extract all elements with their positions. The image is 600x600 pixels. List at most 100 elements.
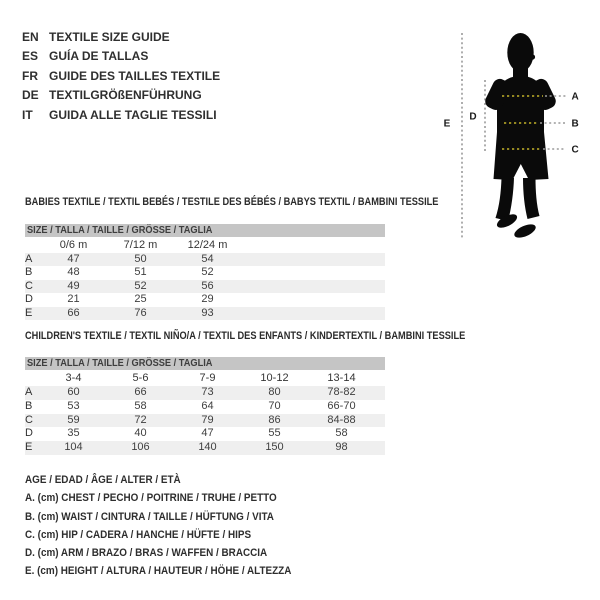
table-cell: 52 [134,279,147,292]
legend-age-line: AGE / EDAD / ÂGE / ALTER / ETÀ [25,474,181,486]
table-row: E 104 106 140 150 98 [25,441,385,455]
legend-arm-line: D. (cm) ARM / BRAZO / BRAS / WAFFEN / BR… [25,547,268,560]
child-silhouette [485,33,556,238]
table-cell: 66 [134,386,147,398]
children-size-table: SIZE / TALLA / TAILLE / GRÖSSE / TAGLIA … [25,357,385,455]
table-cell: 56 [201,279,214,292]
chest-label: A [572,92,579,103]
table-cell: 80 [268,386,281,398]
table-row: B 53 58 64 70 66-70 [25,400,385,414]
table-cell: 55 [268,427,281,440]
babies-size-table: SIZE / TALLA / TAILLE / GRÖSSE / TAGLIA … [25,224,385,320]
table-cell: 52 [201,266,214,279]
column-header: 12/24 m [187,239,228,251]
arm-label: D [469,112,476,123]
table-cell: 58 [134,399,147,412]
table-cell: 51 [134,266,147,279]
legend-hip-line: C. (cm) HIP / CADERA / HANCHE / HÜFTE / … [25,528,252,541]
table-cell: 60 [67,386,80,398]
table-cell: 49 [67,279,80,292]
height-label: E [444,119,451,130]
row-label: C [25,413,33,426]
column-header-row: 3-4 5-6 7-9 10-12 13-14 [25,370,385,386]
legend-height-line: E. (cm) HEIGHT / ALTURA / HAUTEUR / HÖHE… [25,565,292,578]
row-label-spacer [25,370,40,386]
table-cell: 66 [67,306,80,319]
table-cell: 150 [265,441,284,454]
table-row: C 59 72 79 86 84-88 [25,413,385,428]
lang-code: ES [22,49,39,64]
row-label: B [25,399,33,412]
row-label: C [25,279,33,292]
lang-row-de: DE TEXTILGRÖßENFÜHRUNG [22,86,220,105]
row-label: A [25,386,33,398]
table-row: B 48 51 52 [25,266,385,279]
lang-code: FR [22,68,38,83]
lang-row-fr: FR GUIDE DES TAILLES TEXTILE [22,67,220,86]
measurement-diagram: A B C D E [435,15,595,245]
column-header: 3-4 [65,372,82,384]
column-header: 0/6 m [59,239,88,251]
lang-label: TEXTILGRÖßENFÜHRUNG [49,88,202,103]
table-cell: 40 [134,427,147,440]
row-label: E [25,306,33,319]
table-row: C 49 52 56 [25,279,385,294]
lang-label: GUIDA ALLE TAGLIE TESSILI [49,107,217,122]
lang-row-es: ES GUÍA DE TALLAS [22,47,220,66]
lang-row-it: IT GUIDA ALLE TAGLIE TESSILI [22,106,220,125]
table-cell: 93 [201,306,214,319]
language-guide-list: EN TEXTILE SIZE GUIDE ES GUÍA DE TALLAS … [22,28,220,125]
lang-label: GUIDE DES TAILLES TEXTILE [49,68,221,83]
table-cell: 59 [67,413,80,426]
table-cell: 53 [67,399,80,412]
table-cell: 29 [201,293,214,306]
table-row: E 66 76 93 [25,306,385,320]
table-cell: 73 [201,386,214,398]
child-silhouette-icon: A B C D E [444,33,579,238]
table-cell: 66-70 [327,399,356,412]
table-cell: 78-82 [327,386,356,398]
size-header-text: SIZE / TALLA / TAILLE / GRÖSSE / TAGLIA [27,224,213,236]
table-cell: 54 [201,253,214,265]
table-cell: 106 [131,441,150,454]
table-cell: 104 [64,441,83,454]
table-row: A 47 50 54 [25,253,385,267]
table-cell: 58 [335,427,348,440]
table-cell: 140 [198,441,217,454]
table-cell: 21 [67,293,80,306]
legend-chest-line: A. (cm) CHEST / PECHO / POITRINE / TRUHE… [25,492,277,505]
row-label: E [25,441,33,454]
lang-code: IT [22,107,33,122]
row-label: A [25,253,33,265]
table-cell: 84-88 [327,413,356,426]
children-section-title: CHILDREN'S TEXTILE / TEXTIL NIÑO/A / TEX… [25,330,549,342]
row-label: B [25,266,33,279]
lang-label: GUÍA DE TALLAS [49,49,149,64]
column-header: 10-12 [260,372,289,384]
column-header: 5-6 [132,372,149,384]
measurement-legend: AGE / EDAD / ÂGE / ALTER / ETÀ A. (cm) C… [25,471,321,581]
size-header-text: SIZE / TALLA / TAILLE / GRÖSSE / TAGLIA [27,357,213,369]
table-row: D 21 25 29 [25,293,385,306]
size-header-bar: SIZE / TALLA / TAILLE / GRÖSSE / TAGLIA [25,224,385,237]
row-label: D [25,427,33,440]
table-cell: 76 [134,306,147,319]
table-cell: 50 [134,253,147,265]
waist-label: B [572,119,579,130]
table-cell: 48 [67,266,80,279]
size-header-bar: SIZE / TALLA / TAILLE / GRÖSSE / TAGLIA [25,357,385,370]
table-cell: 64 [201,399,214,412]
row-label: D [25,293,33,306]
column-header: 7/12 m [123,239,158,251]
lang-row-en: EN TEXTILE SIZE GUIDE [22,28,220,47]
column-header-row: 0/6 m 7/12 m 12/24 m [25,237,385,253]
table-cell: 79 [201,413,214,426]
babies-section-title-text: BABIES TEXTILE / TEXTIL BEBÉS / TESTILE … [25,196,439,208]
table-cell: 47 [201,427,214,440]
lang-code: EN [22,30,39,44]
table-row: A 60 66 73 80 78-82 [25,386,385,400]
table-cell: 72 [134,413,147,426]
lang-code: DE [22,88,39,103]
lang-label: TEXTILE SIZE GUIDE [49,30,170,44]
column-header: 7-9 [199,372,216,384]
